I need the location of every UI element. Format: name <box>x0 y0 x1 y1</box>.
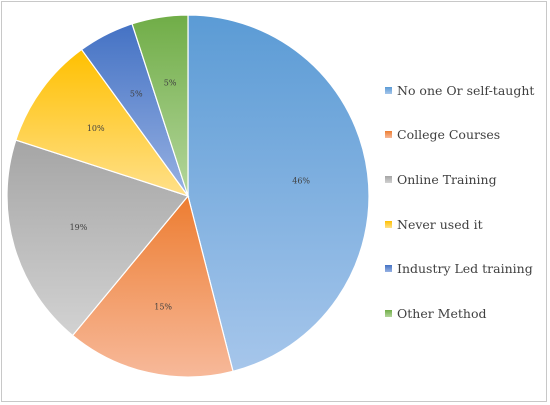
legend-swatch <box>385 220 392 228</box>
slice-label-industry-led-training: 5% <box>130 89 143 98</box>
legend-label: Other Method <box>397 305 487 321</box>
legend-label: Online Training <box>397 171 497 187</box>
slice-label-other-method: 5% <box>164 78 177 87</box>
legend-item-online-training: Online Training <box>385 157 534 202</box>
pie-slice-online-training <box>6 139 190 337</box>
pie-slice-no-one-or-self-taught <box>187 14 370 373</box>
legend-label: Industry Led training <box>397 261 533 277</box>
legend-swatch <box>385 86 392 94</box>
legend-label: No one Or self-taught <box>397 82 535 98</box>
pie-slice-college-courses <box>71 194 234 378</box>
pie-slice-other-method <box>131 14 189 197</box>
legend-item-never-used-it: Never used it <box>385 202 534 247</box>
legend-swatch <box>385 309 392 317</box>
legend-item-no-one-or-self-taught: No one Or self-taught <box>385 68 534 113</box>
legend-item-other-method: Other Method <box>385 291 534 336</box>
legend: No one Or self-taught College Courses Onli… <box>385 68 534 336</box>
legend-item-industry-led-training: Industry Led training <box>385 246 534 291</box>
pie-slices <box>6 14 370 378</box>
legend-label: Never used it <box>397 216 483 232</box>
legend-label: College Courses <box>397 127 501 143</box>
legend-swatch <box>385 175 392 183</box>
legend-item-college-courses: College Courses <box>385 113 534 158</box>
slice-label-never-used-it: 10% <box>87 124 105 133</box>
slice-label-college-courses: 15% <box>154 302 172 311</box>
slice-label-no-one-or-self-taught: 46% <box>292 177 310 186</box>
legend-swatch <box>385 131 392 139</box>
pie-slice-never-used-it <box>15 48 190 198</box>
slice-label-online-training: 19% <box>70 223 88 232</box>
legend-swatch <box>385 265 392 273</box>
pie-labels: 46% 15% 19% 10% 5% 5% <box>70 78 311 311</box>
